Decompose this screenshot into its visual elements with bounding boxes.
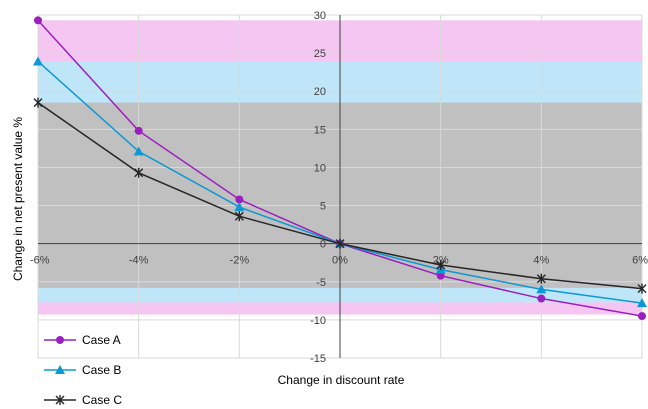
legend-case-c-label: Case C [82, 393, 122, 407]
case-a-point [638, 312, 646, 321]
case-c-point [335, 238, 345, 249]
case-b-point [637, 298, 647, 308]
case-b-point [133, 146, 144, 156]
y-tick-label: 20 [314, 86, 326, 98]
y-tick-label: -5 [316, 277, 326, 289]
y-tick-label: 25 [314, 48, 326, 60]
case-c-point [436, 260, 446, 271]
case-c-point [134, 167, 144, 178]
x-tick-label: 0% [332, 255, 348, 267]
y-axis-title: Change in net present value % [11, 117, 25, 281]
case-b-point [536, 284, 547, 294]
y-tick-label: 5 [320, 201, 326, 213]
y-tick-label: 10 [314, 162, 326, 174]
legend-case-a-label: Case A [82, 333, 121, 347]
case-c-point [536, 273, 546, 284]
case-c-point [33, 97, 43, 108]
legend-case-b-marker [55, 365, 65, 374]
case-a-point [436, 271, 445, 280]
legend-case-c-marker [55, 395, 65, 405]
legend-case-b-label: Case B [82, 363, 121, 377]
x-tick-label: -4% [129, 255, 149, 267]
case-b-point [234, 202, 245, 212]
case-a-point [537, 294, 546, 303]
legend: Case A Case B Case C [44, 333, 122, 407]
case-b-point [33, 56, 43, 66]
y-tick-label: -15 [310, 353, 326, 365]
x-axis-title: Change in discount rate [278, 373, 405, 387]
x-tick-label: -6% [30, 255, 50, 267]
case-c-point [234, 211, 244, 222]
case-a-point [235, 195, 244, 204]
x-tick-label: 4% [533, 255, 549, 267]
y-tick-label: 15 [314, 124, 326, 136]
x-tick-label: -2% [230, 255, 250, 267]
case-c-point [637, 283, 647, 294]
case-a-point [134, 126, 143, 135]
legend-case-a-marker [56, 336, 64, 344]
y-tick-label: -10 [310, 315, 326, 327]
x-tick-label: 6% [632, 255, 648, 267]
series-lines [33, 16, 647, 321]
case-a-point [34, 16, 42, 25]
y-tick-labels: -15 -10 -5 0 5 10 15 20 25 30 [310, 10, 326, 365]
y-tick-label: 30 [314, 10, 326, 22]
y-tick-label: 0 [320, 239, 326, 251]
